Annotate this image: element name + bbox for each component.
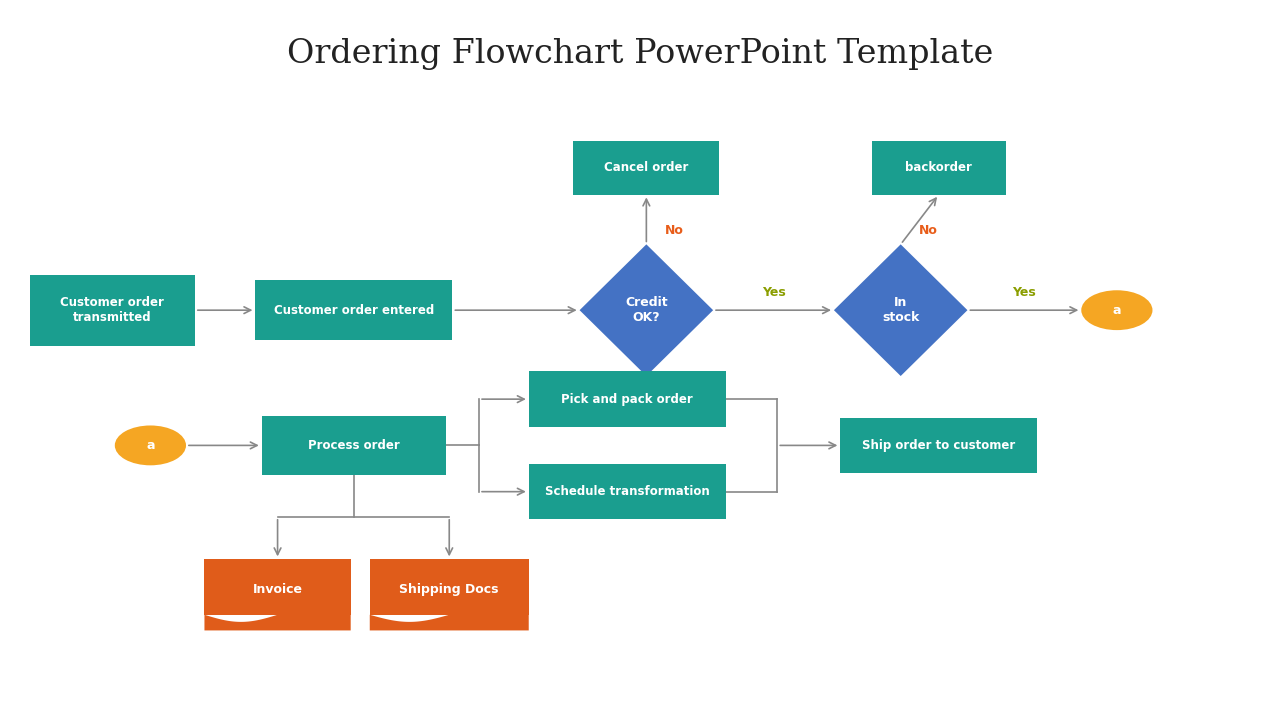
- Text: a: a: [146, 439, 155, 452]
- Text: Pick and pack order: Pick and pack order: [562, 392, 694, 405]
- Text: No: No: [664, 224, 684, 237]
- Text: Invoice: Invoice: [252, 582, 302, 595]
- Polygon shape: [580, 244, 713, 376]
- FancyBboxPatch shape: [529, 372, 726, 427]
- Text: Yes: Yes: [1012, 286, 1037, 299]
- FancyBboxPatch shape: [573, 141, 719, 194]
- FancyBboxPatch shape: [255, 280, 452, 341]
- Circle shape: [115, 426, 186, 465]
- Text: Yes: Yes: [762, 286, 786, 299]
- FancyBboxPatch shape: [840, 418, 1037, 473]
- FancyBboxPatch shape: [370, 559, 529, 615]
- Circle shape: [1082, 290, 1152, 330]
- Text: Schedule transformation: Schedule transformation: [545, 485, 709, 498]
- Text: In
stock: In stock: [882, 296, 919, 324]
- Text: Ship order to customer: Ship order to customer: [863, 439, 1015, 452]
- Polygon shape: [835, 244, 968, 376]
- Text: Ordering Flowchart PowerPoint Template: Ordering Flowchart PowerPoint Template: [287, 38, 993, 70]
- FancyBboxPatch shape: [29, 274, 195, 346]
- Text: backorder: backorder: [905, 161, 973, 174]
- Polygon shape: [205, 608, 351, 631]
- Text: a: a: [1112, 304, 1121, 317]
- FancyBboxPatch shape: [261, 416, 445, 474]
- Text: Shipping Docs: Shipping Docs: [399, 582, 499, 595]
- Text: Process order: Process order: [308, 439, 399, 452]
- FancyBboxPatch shape: [205, 559, 351, 615]
- Text: No: No: [919, 224, 938, 237]
- Text: Customer order entered: Customer order entered: [274, 304, 434, 317]
- Text: Customer order
transmitted: Customer order transmitted: [60, 296, 164, 324]
- FancyBboxPatch shape: [872, 141, 1006, 194]
- Polygon shape: [370, 608, 529, 631]
- FancyBboxPatch shape: [529, 464, 726, 519]
- Text: Credit
OK?: Credit OK?: [625, 296, 668, 324]
- Text: Cancel order: Cancel order: [604, 161, 689, 174]
